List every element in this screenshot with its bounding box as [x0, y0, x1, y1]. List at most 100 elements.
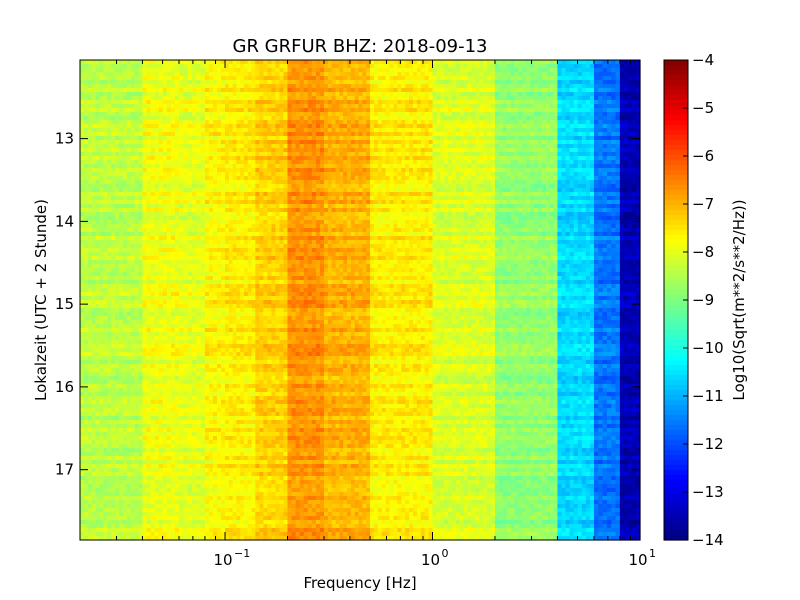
heatmap-cell — [204, 176, 210, 181]
heatmap-cell — [311, 64, 317, 69]
heatmap-cell — [534, 164, 539, 169]
heatmap-cell — [615, 176, 621, 181]
heatmap-cell — [327, 136, 333, 141]
heatmap-cell — [87, 84, 93, 89]
heatmap-cell — [166, 172, 172, 177]
heatmap-cell — [228, 80, 234, 85]
heatmap-cell — [259, 164, 264, 169]
heatmap-cell — [611, 116, 617, 121]
heatmap-cell — [455, 88, 461, 93]
heatmap-cell — [593, 100, 599, 105]
heatmap-cell — [154, 112, 160, 117]
heatmap-cell — [483, 68, 488, 73]
heatmap-cell — [459, 84, 465, 89]
heatmap-cell — [377, 60, 383, 65]
heatmap-cell — [585, 108, 591, 113]
heatmap-cell — [146, 144, 152, 149]
heatmap-cell — [491, 192, 496, 197]
heatmap-cell — [463, 124, 469, 129]
heatmap-cell — [502, 184, 508, 189]
heatmap-cell — [514, 124, 519, 129]
heatmap-cell — [362, 72, 367, 77]
heatmap-cell — [475, 108, 480, 113]
heatmap-cell — [240, 148, 245, 153]
heatmap-cell — [577, 60, 583, 65]
heatmap-cell — [339, 84, 344, 89]
heatmap-cell — [279, 68, 285, 73]
heatmap-cell — [221, 116, 226, 121]
heatmap-cell — [343, 192, 348, 197]
heatmap-cell — [247, 188, 253, 193]
heatmap-cell — [420, 196, 426, 201]
heatmap-cell — [409, 88, 414, 93]
heatmap-cell — [452, 64, 457, 69]
heatmap-cell — [204, 172, 210, 177]
heatmap-cell — [204, 152, 210, 157]
heatmap-cell — [487, 100, 492, 105]
heatmap-cell — [424, 148, 430, 153]
heatmap-cell — [275, 84, 281, 89]
heatmap-cell — [585, 128, 591, 133]
heatmap-cell — [623, 148, 629, 153]
heatmap-cell — [623, 60, 629, 65]
heatmap-cell — [440, 156, 445, 161]
heatmap-cell — [183, 184, 189, 189]
heatmap-cell — [428, 156, 434, 161]
heatmap-cell — [463, 196, 469, 201]
heatmap-cell — [401, 68, 406, 73]
heatmap-cell — [150, 188, 156, 193]
heatmap-cell — [103, 108, 108, 113]
heatmap-cell — [362, 172, 367, 177]
heatmap-cell — [271, 80, 277, 85]
heatmap-cell — [593, 176, 599, 181]
heatmap-cell — [303, 100, 309, 105]
heatmap-cell — [95, 104, 101, 109]
heatmap-cell — [283, 144, 289, 149]
heatmap-cell — [615, 96, 621, 101]
heatmap-cell — [534, 196, 539, 201]
heatmap-cell — [287, 88, 293, 93]
heatmap-cell — [335, 104, 340, 109]
heatmap-cell — [565, 196, 571, 201]
heatmap-cell — [401, 180, 406, 185]
heatmap-cell — [444, 128, 449, 133]
heatmap-cell — [585, 160, 591, 165]
heatmap-cell — [228, 196, 234, 201]
heatmap-cell — [615, 152, 621, 157]
heatmap-cell — [553, 132, 559, 137]
heatmap-cell — [373, 68, 379, 73]
heatmap-cell — [221, 192, 226, 197]
heatmap-cell — [327, 104, 333, 109]
heatmap-cell — [103, 96, 108, 101]
heatmap-cell — [389, 160, 395, 165]
heatmap-cell — [627, 148, 633, 153]
heatmap-cell — [146, 176, 152, 181]
heatmap-cell — [420, 128, 426, 133]
heatmap-cell — [502, 80, 508, 85]
heatmap-cell — [311, 100, 317, 105]
heatmap-cell — [557, 108, 563, 113]
heatmap-cell — [518, 96, 523, 101]
heatmap-cell — [420, 148, 426, 153]
heatmap-cell — [585, 152, 591, 157]
heatmap-cell — [200, 88, 206, 93]
heatmap-cell — [589, 128, 595, 133]
heatmap-cell — [130, 136, 136, 141]
heatmap-cell — [315, 64, 321, 69]
heatmap-cell — [432, 184, 438, 189]
heatmap-cell — [87, 188, 93, 193]
heatmap-cell — [606, 148, 612, 153]
heatmap-cell — [561, 196, 567, 201]
heatmap-cell — [146, 120, 152, 125]
heatmap-cell — [154, 84, 160, 89]
heatmap-cell — [635, 148, 641, 153]
heatmap-cell — [200, 68, 206, 73]
heatmap-cell — [448, 68, 453, 73]
heatmap-cell — [95, 108, 101, 113]
heatmap-cell — [99, 88, 105, 93]
heatmap-cell — [111, 88, 116, 93]
heatmap-cell — [99, 196, 105, 201]
heatmap-cell — [122, 164, 128, 169]
heatmap-cell — [598, 72, 604, 77]
heatmap-cell — [463, 116, 469, 121]
